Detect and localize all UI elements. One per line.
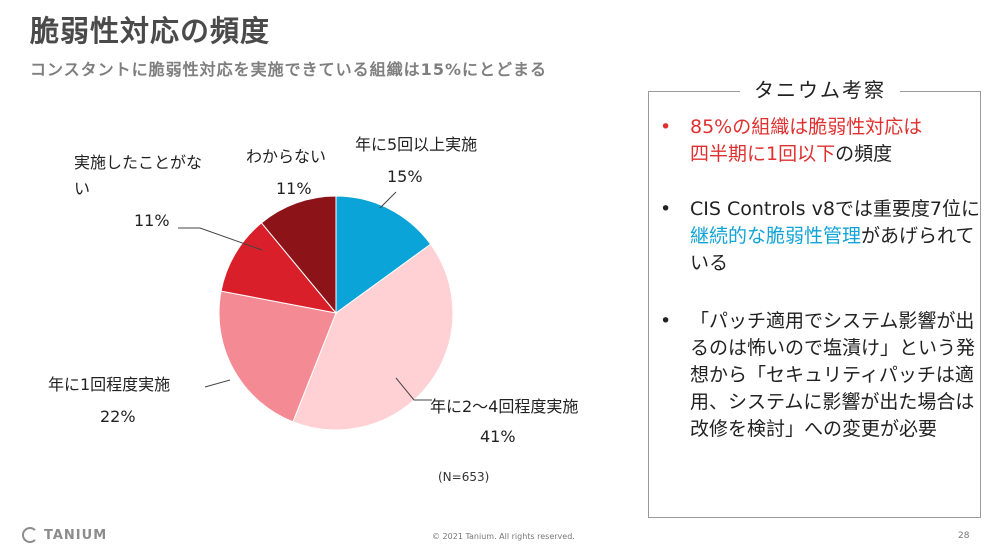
sample-size-note: (N=653) — [438, 470, 490, 484]
slice-label-3-line2: い — [74, 179, 90, 198]
copyright-notice: © 2021 Tanium. All rights reserved. — [432, 532, 575, 541]
slice-value-4: 11% — [276, 179, 312, 198]
pie-slices — [218, 195, 454, 431]
plain-text: の頻度 — [835, 143, 893, 165]
highlight-text: 85%の組織は脆弱性対応は — [690, 116, 923, 138]
leader-line-1 — [395, 377, 432, 401]
tanium-logo-text: TANIUM — [44, 527, 108, 543]
bullet-dot: • — [660, 116, 672, 138]
slice-value-1: 41% — [480, 427, 516, 446]
pie-chart: 年に5回以上実施 15% 年に2〜4回程度実施 41% 年に1回程度実施 22%… — [48, 135, 578, 446]
page-subtitle: コンスタントに脆弱性対応を実施できている組織は15%にとどまる — [30, 60, 547, 79]
insight-bullet-1-text: 85%の組織は脆弱性対応は 四半期に1回以下の頻度 — [690, 114, 980, 168]
bullet-dot: • — [660, 198, 672, 220]
leader-lines — [178, 191, 432, 401]
pie-slice-2 — [218, 290, 337, 423]
slice-value-2: 22% — [100, 407, 136, 426]
plain-text: CIS Controls v8では重要度7位に — [690, 198, 981, 220]
leader-line-0 — [379, 191, 397, 209]
page-title: 脆弱性対応の頻度 — [30, 14, 271, 48]
highlight-text: 継続的な脆弱性管理 — [690, 225, 862, 247]
slice-label-4: わからない — [246, 147, 326, 166]
slice-label-2: 年に1回程度実施 — [48, 375, 170, 394]
plain-text: があげられている — [690, 225, 975, 274]
insight-bullet-2-text: CIS Controls v8では重要度7位に継続的な脆弱性管理があげられている — [690, 196, 980, 277]
slice-value-3: 11% — [134, 211, 170, 230]
insight-panel-title: タニウム考察 — [740, 74, 900, 103]
slice-label-1: 年に2〜4回程度実施 — [430, 397, 578, 416]
leader-line-2 — [204, 379, 231, 388]
pie-slice-4 — [260, 195, 337, 315]
highlight-text: 四半期に1回以下 — [690, 143, 836, 165]
leader-line-3 — [178, 227, 263, 251]
tanium-logo-icon — [22, 527, 38, 543]
slice-value-0: 15% — [387, 167, 423, 186]
pie-slice-1 — [292, 243, 454, 431]
slice-label-3: 実施したことがな い — [74, 153, 207, 198]
page-number: 28 — [958, 531, 970, 541]
bullet-dot: • — [660, 310, 672, 332]
slice-label-0: 年に5回以上実施 — [355, 135, 477, 154]
tanium-logo: TANIUM — [22, 527, 107, 543]
pie-slice-0 — [335, 195, 432, 314]
insight-bullet-3-text: 「パッチ適用でシステム影響が出るのは怖いので塩漬け」という発想から「セキュリティ… — [690, 310, 976, 440]
slice-label-3-line1: 実施したことがな — [74, 153, 202, 172]
